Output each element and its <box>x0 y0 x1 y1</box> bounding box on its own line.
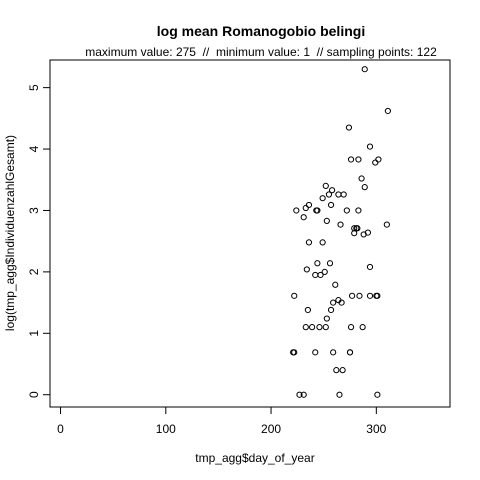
data-point <box>322 324 329 331</box>
data-point <box>330 349 337 356</box>
data-point <box>332 281 339 288</box>
data-point <box>358 175 365 182</box>
data-point <box>384 107 391 115</box>
data-point <box>319 239 326 246</box>
data-point <box>314 260 321 267</box>
data-point <box>361 184 368 191</box>
data-point <box>346 349 354 356</box>
data-point <box>304 306 311 314</box>
data-point <box>374 292 381 299</box>
y-tick-label: 4 <box>27 145 41 152</box>
data-point <box>359 324 366 331</box>
data-point <box>312 349 319 356</box>
data-point <box>339 367 346 374</box>
data-point <box>317 271 324 279</box>
data-point <box>351 225 358 232</box>
data-point <box>356 292 363 299</box>
data-point <box>321 268 328 275</box>
data-point <box>333 367 340 374</box>
data-point <box>309 324 316 331</box>
data-point <box>293 207 300 214</box>
data-point <box>337 221 344 228</box>
y-tick-label: 0 <box>27 391 41 398</box>
data-point <box>355 156 362 163</box>
data-point <box>361 66 368 73</box>
y-axis: 0 1 2 3 4 5 <box>27 84 51 398</box>
data-point <box>314 207 321 214</box>
data-point <box>366 143 374 150</box>
data-point <box>326 260 334 267</box>
y-axis-label: log(tmp_agg$IndividuenzahlGesamt) <box>3 135 17 331</box>
data-point <box>323 315 330 322</box>
data-point <box>330 299 337 306</box>
data-point <box>302 204 309 212</box>
data-points <box>290 66 391 398</box>
x-tick-label: 200 <box>261 422 281 436</box>
data-point <box>336 391 343 398</box>
data-point <box>291 292 298 299</box>
data-point <box>327 306 335 314</box>
data-point <box>347 156 355 163</box>
data-point <box>372 159 379 166</box>
data-point <box>305 201 313 209</box>
data-point <box>300 391 307 398</box>
data-point <box>296 391 303 398</box>
chart-title: log mean Romanogobio belingi <box>157 23 365 39</box>
data-point <box>355 207 362 214</box>
data-point <box>383 221 390 228</box>
data-point <box>291 349 298 356</box>
data-point <box>349 292 356 299</box>
y-tick-label: 5 <box>27 84 41 91</box>
data-point <box>300 214 307 221</box>
data-point <box>319 195 326 202</box>
data-point <box>327 201 335 209</box>
data-point <box>316 324 323 331</box>
data-point <box>323 217 330 225</box>
y-tick-label: 1 <box>27 330 41 337</box>
chart-subtitle: maximum value: 275 // minimum value: 1 /… <box>85 45 437 59</box>
x-tick-label: 100 <box>156 422 176 436</box>
x-tick-label: 300 <box>366 422 386 436</box>
x-tick-label: 0 <box>57 422 64 436</box>
data-point <box>329 187 336 194</box>
data-point <box>322 182 329 190</box>
data-point <box>303 266 310 273</box>
data-point <box>305 239 313 246</box>
data-point <box>325 191 333 198</box>
data-point <box>335 297 342 304</box>
data-point <box>340 191 347 198</box>
data-point <box>347 324 355 331</box>
data-point <box>302 324 309 331</box>
data-point <box>360 231 367 238</box>
x-axis: 0 100 200 300 <box>57 406 387 436</box>
data-point <box>374 391 381 398</box>
data-point <box>366 263 374 271</box>
data-point <box>345 124 353 131</box>
y-tick-label: 3 <box>27 207 41 214</box>
data-point <box>343 207 350 214</box>
y-tick-label: 2 <box>27 268 41 275</box>
data-point <box>366 292 374 299</box>
data-point <box>375 156 382 163</box>
data-point <box>354 225 361 232</box>
x-axis-label: tmp_agg$day_of_year <box>195 451 314 465</box>
